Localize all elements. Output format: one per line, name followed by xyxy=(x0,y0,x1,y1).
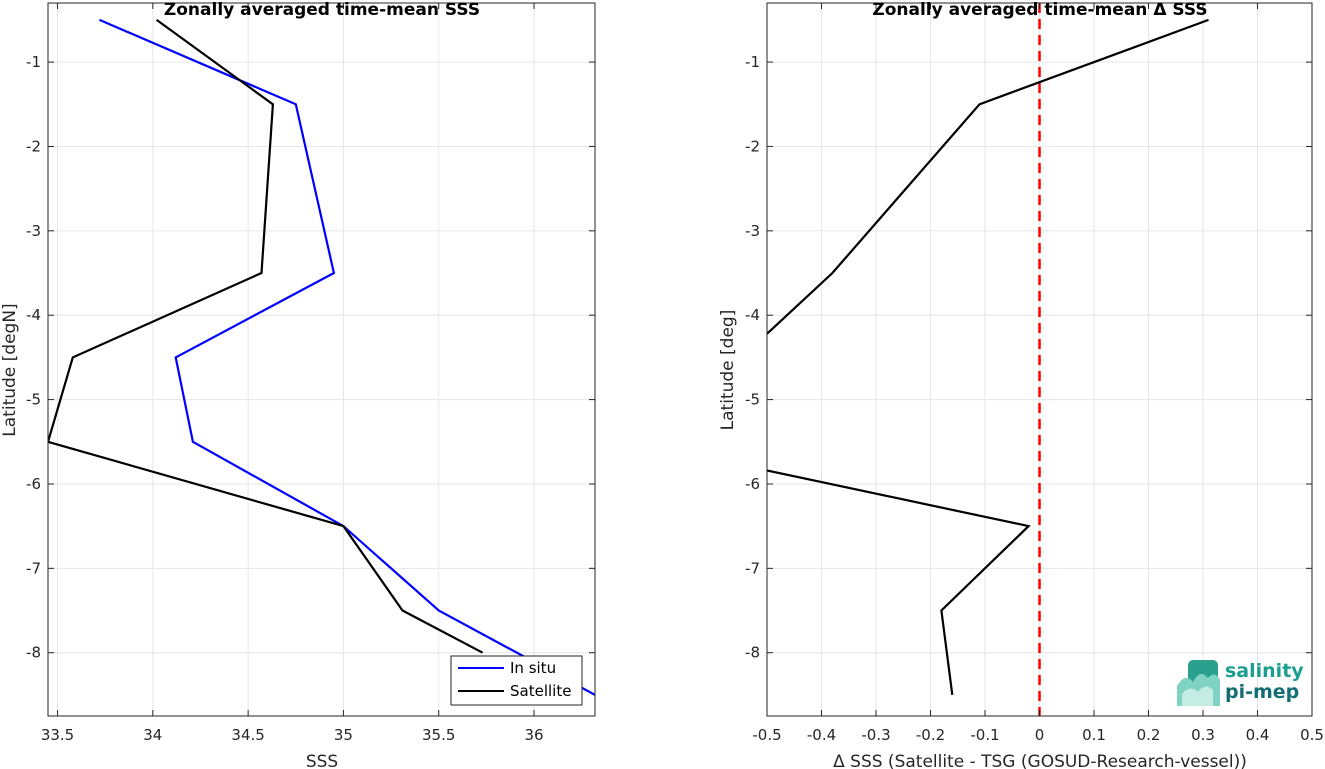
sss-y-tick-label-3: -4 xyxy=(26,306,41,324)
sss-y-tick-label-0: -1 xyxy=(26,53,41,71)
delta-sss-y-tick-label-4: -5 xyxy=(745,391,760,409)
sss-x-tick-label-5: 36 xyxy=(524,726,543,744)
delta-sss-x-tick-label-2: -0.3 xyxy=(861,726,890,744)
delta-sss-x-tick-label-7: 0.2 xyxy=(1137,726,1161,744)
sss-plot-area xyxy=(48,3,595,716)
delta-sss-series-line-delta-1 xyxy=(767,469,1031,696)
sss-profile-panel: 33.5 34 34.5 35 35.5 36 -1 -2 -3 -4 -5 -6 -7 -8 xyxy=(26,2,596,744)
legend-label-satellite: Satellite xyxy=(510,682,571,700)
delta-sss-x-tick-label-6: 0.1 xyxy=(1082,726,1106,744)
sss-y-tick-label-2: -3 xyxy=(26,222,41,240)
delta-sss-x-axis-label: Δ SSS (Satellite - TSG (GOSUD-Research-v… xyxy=(833,752,1247,769)
delta-sss-x-tick-label-8: 0.3 xyxy=(1191,726,1215,744)
delta-sss-y-tick-label-6: -7 xyxy=(745,559,760,577)
sss-x-axis-label: SSS xyxy=(306,752,338,769)
delta-sss-series-line-delta-0 xyxy=(767,18,1209,335)
delta-sss-y-tick-label-2: -3 xyxy=(745,222,760,240)
delta-sss-x-tick-label-4: -0.1 xyxy=(970,726,999,744)
delta-sss-y-tick-label-3: -4 xyxy=(745,306,760,324)
delta-sss-x-tick-label-5: 0 xyxy=(1035,726,1045,744)
legend-box xyxy=(450,655,583,706)
sss-chart-title: Zonally averaged time-mean SSS xyxy=(164,0,480,20)
sss-x-tick-label-3: 35 xyxy=(334,726,353,744)
logo-text-line2: pi-mep xyxy=(1225,681,1299,703)
sss-x-tick-label-0: 33.5 xyxy=(41,726,74,744)
sss-axes-box xyxy=(47,2,596,717)
sss-y-tick-label-6: -7 xyxy=(26,559,41,577)
delta-sss-y-tick-label-0: -1 xyxy=(745,53,760,71)
delta-sss-x-tick-label-3: -0.2 xyxy=(916,726,945,744)
delta-sss-x-tick-label-9: 0.4 xyxy=(1246,726,1270,744)
logo-text-line1: salinity xyxy=(1225,660,1304,682)
sss-x-tick-label-4: 35.5 xyxy=(422,726,455,744)
delta-sss-x-tick-label-10: 0.5 xyxy=(1300,726,1324,744)
delta-sss-y-tick-label-7: -8 xyxy=(745,644,760,662)
delta-sss-chart-title: Zonally averaged time-mean Δ SSS xyxy=(872,0,1207,20)
delta-sss-y-tick-label-5: -6 xyxy=(745,475,760,493)
delta-sss-y-tick-label-1: -2 xyxy=(745,137,760,155)
sss-y-tick-label-7: -8 xyxy=(26,644,41,662)
sss-y-axis-label: Latitude [degN] xyxy=(0,303,20,436)
legend-label-in-situ: In situ xyxy=(510,659,556,677)
legend: In situ Satellite xyxy=(450,655,583,706)
delta-sss-series-group xyxy=(767,18,1209,696)
sss-x-tick-label-2: 34.5 xyxy=(231,726,264,744)
sss-series-group xyxy=(48,18,595,696)
delta-sss-profile-panel: -0.5 -0.4 -0.3 -0.2 -0.1 0 0.1 0.2 0.3 0.4 0.5 -1 -2… xyxy=(745,2,1324,744)
delta-sss-x-tick-label-1: -0.4 xyxy=(807,726,836,744)
delta-sss-y-axis-label: Latitude [deg] xyxy=(718,310,738,431)
sss-y-tick-label-5: -6 xyxy=(26,475,41,493)
sss-x-tick-label-1: 34 xyxy=(143,726,162,744)
logo-waves-icon xyxy=(1177,660,1220,706)
sss-series-line-in-situ-0 xyxy=(99,18,595,696)
sss-y-tick-label-4: -5 xyxy=(26,391,41,409)
sss-y-tick-label-1: -2 xyxy=(26,137,41,155)
delta-sss-x-tick-label-0: -0.5 xyxy=(752,726,781,744)
sss-series-line-satellite-0 xyxy=(48,19,484,654)
salinity-pi-mep-logo: salinity pi-mep xyxy=(1177,660,1304,706)
